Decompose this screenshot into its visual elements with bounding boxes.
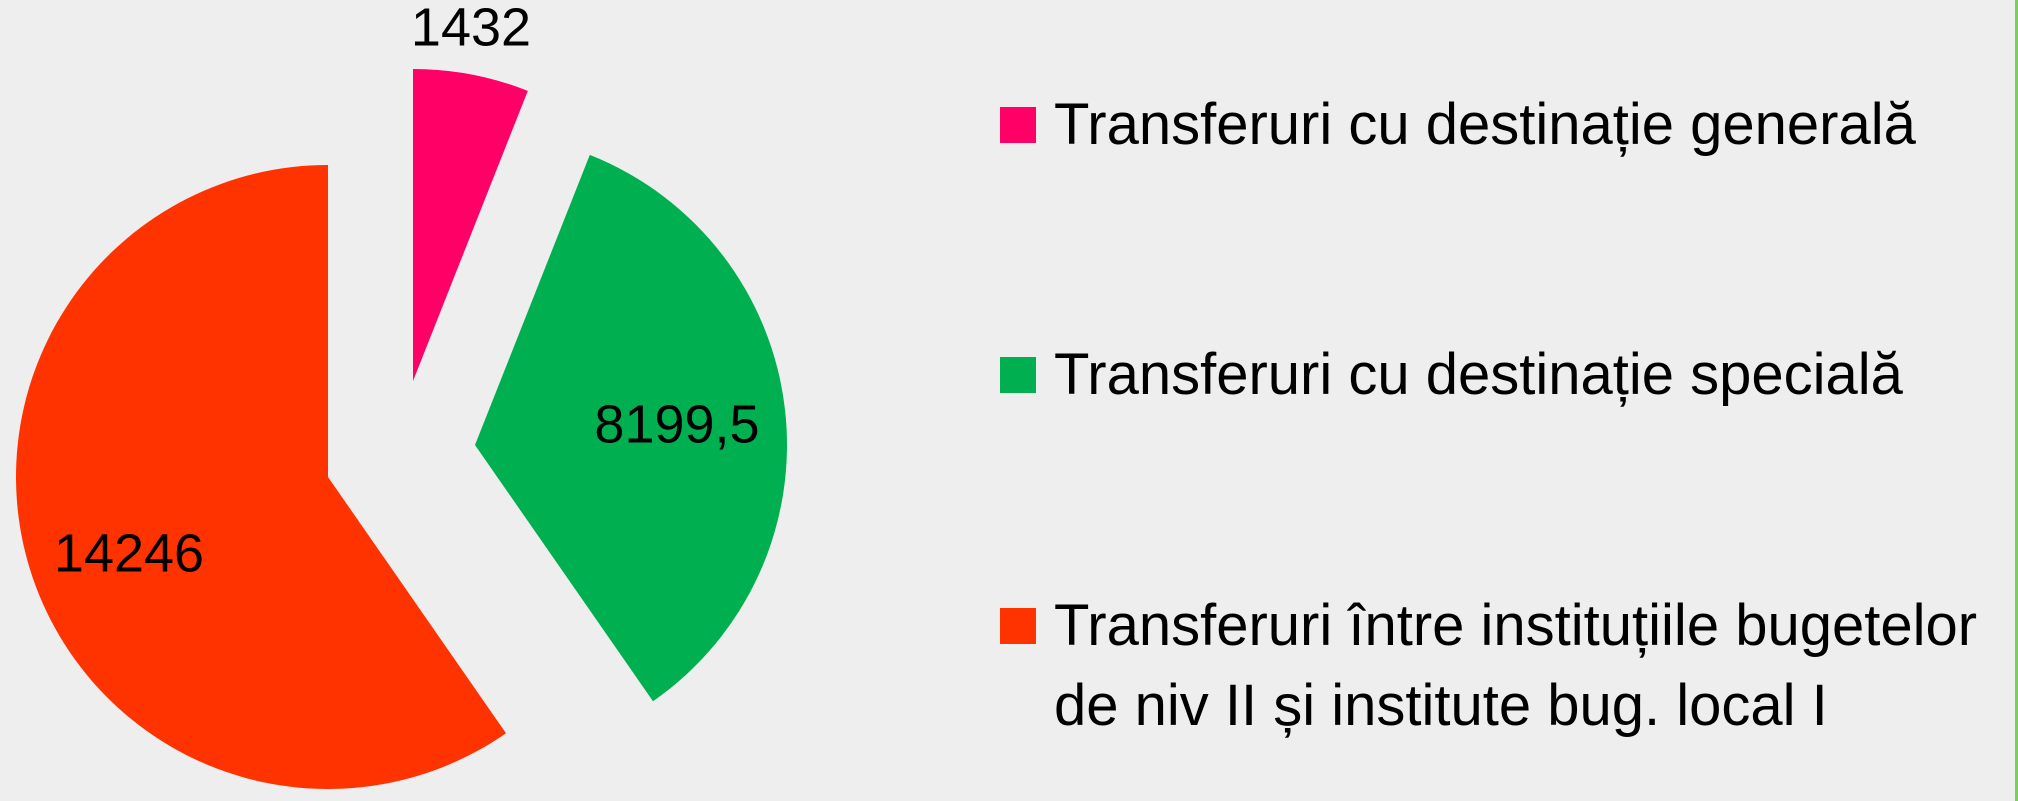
legend-label: Transferuri între instituțiile bugetelor… xyxy=(1054,593,1978,738)
legend-label: Transferuri cu destinație generală xyxy=(1054,92,1916,157)
pie-slice xyxy=(475,154,787,702)
data-label: 1432 xyxy=(411,0,531,57)
pie-slice xyxy=(413,69,528,381)
legend-label: Transferuri cu destinație specială xyxy=(1054,342,1903,407)
legend-item: Transferuri cu destinație specială xyxy=(1000,335,2000,415)
legend-swatch xyxy=(1000,608,1036,644)
data-label: 8199,5 xyxy=(594,394,759,454)
legend-swatch xyxy=(1000,357,1036,393)
legend-swatch xyxy=(1000,107,1036,143)
legend-item: Transferuri cu destinație generală xyxy=(1000,85,2000,165)
data-label: 14246 xyxy=(54,523,204,583)
legend-item: Transferuri între instituțiile bugetelor… xyxy=(1000,586,2000,746)
pie-slice xyxy=(15,165,507,789)
